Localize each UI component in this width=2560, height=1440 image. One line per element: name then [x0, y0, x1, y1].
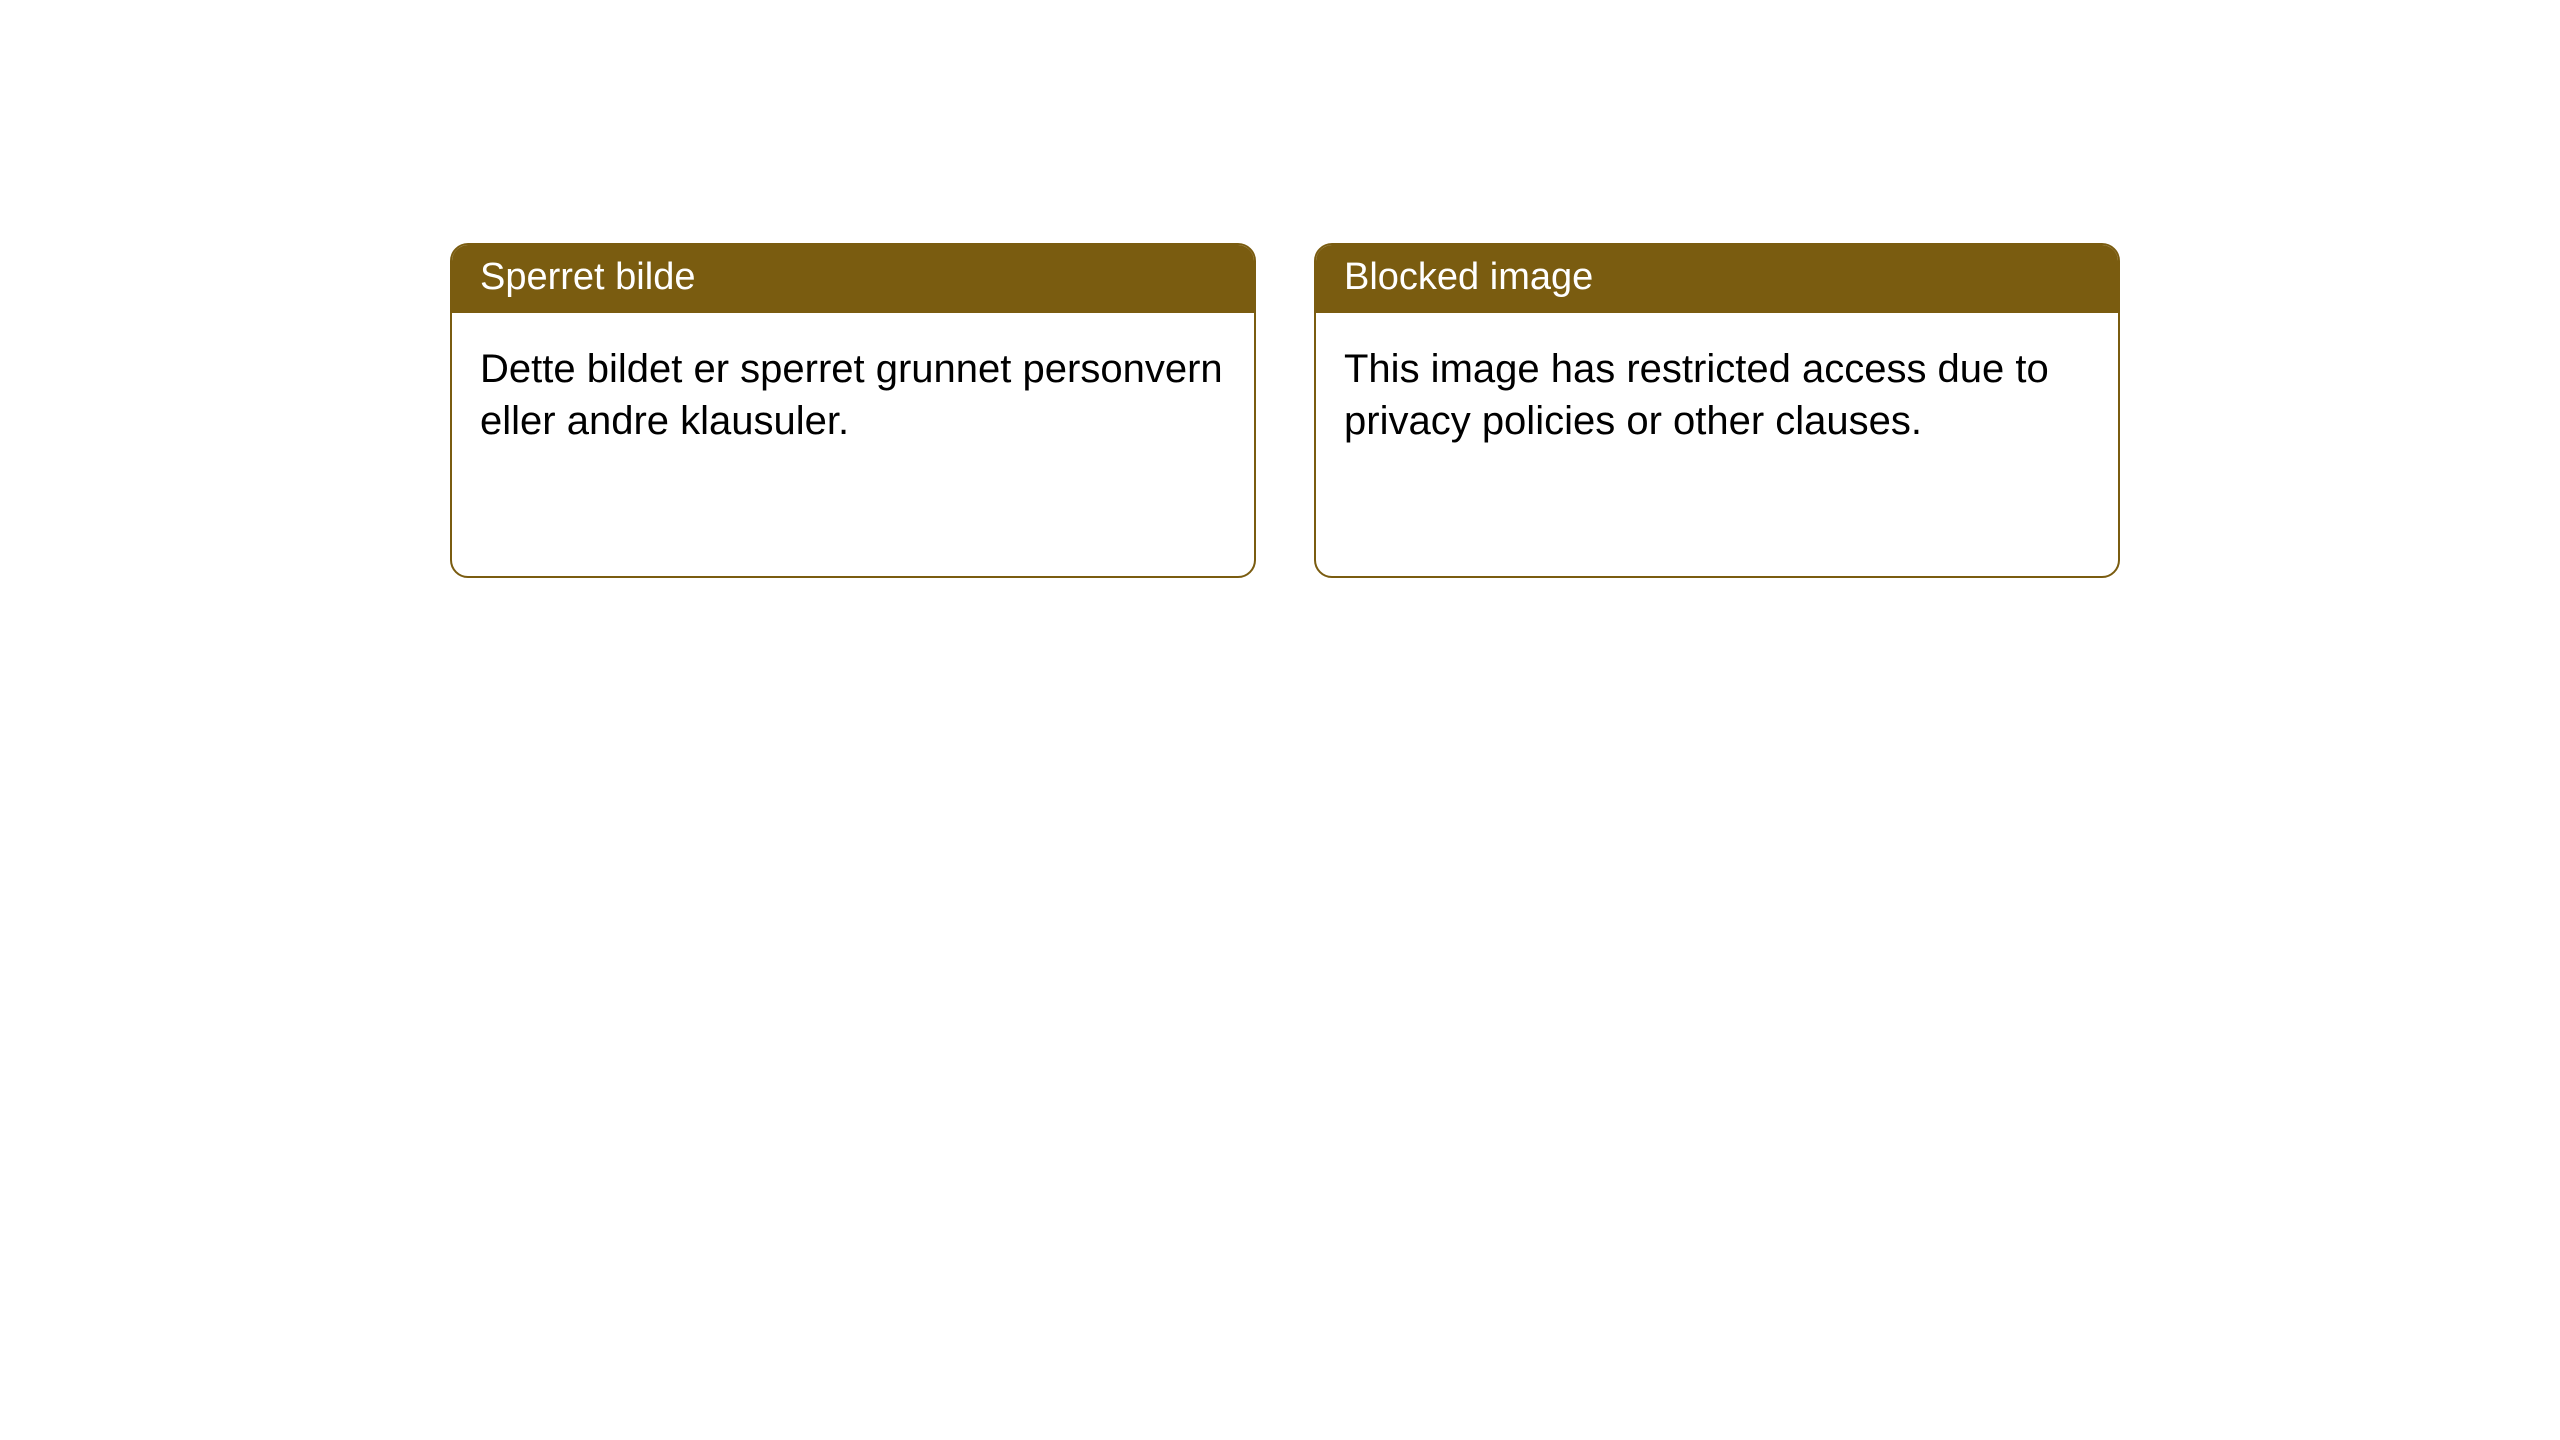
notice-cards-container: Sperret bilde Dette bildet er sperret gr…	[450, 243, 2120, 578]
card-body-text: Dette bildet er sperret grunnet personve…	[480, 347, 1223, 443]
card-title: Blocked image	[1344, 256, 1593, 298]
notice-card-english: Blocked image This image has restricted …	[1314, 243, 2120, 578]
card-body: Dette bildet er sperret grunnet personve…	[452, 313, 1254, 477]
card-title: Sperret bilde	[480, 256, 695, 298]
card-body-text: This image has restricted access due to …	[1344, 347, 2049, 443]
notice-card-norwegian: Sperret bilde Dette bildet er sperret gr…	[450, 243, 1256, 578]
card-header: Sperret bilde	[452, 245, 1254, 313]
card-body: This image has restricted access due to …	[1316, 313, 2118, 477]
card-header: Blocked image	[1316, 245, 2118, 313]
